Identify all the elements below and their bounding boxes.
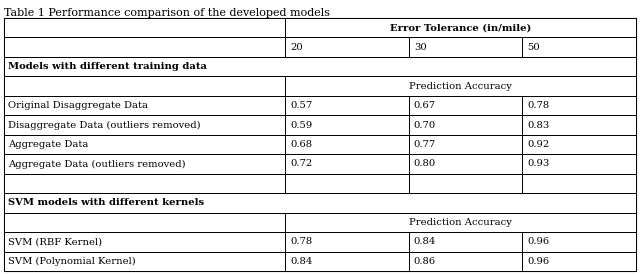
Text: Models with different training data: Models with different training data bbox=[8, 62, 207, 71]
Bar bbox=[4, 57, 636, 76]
Bar bbox=[4, 174, 285, 193]
Text: Table 1 Performance comparison of the developed models: Table 1 Performance comparison of the de… bbox=[4, 8, 330, 18]
Text: 0.80: 0.80 bbox=[414, 159, 436, 169]
Bar bbox=[409, 96, 522, 115]
Text: 0.84: 0.84 bbox=[414, 237, 436, 246]
Bar bbox=[285, 252, 409, 271]
Text: 0.96: 0.96 bbox=[527, 257, 550, 266]
Text: Prediction Accuracy: Prediction Accuracy bbox=[409, 82, 512, 91]
Text: 0.86: 0.86 bbox=[414, 257, 436, 266]
Bar bbox=[522, 154, 636, 174]
Bar bbox=[4, 154, 285, 174]
Text: SVM (RBF Kernel): SVM (RBF Kernel) bbox=[8, 237, 102, 246]
Bar bbox=[409, 154, 522, 174]
Bar bbox=[409, 135, 522, 154]
Bar bbox=[285, 115, 409, 135]
Text: 20: 20 bbox=[290, 43, 303, 52]
Bar bbox=[409, 252, 522, 271]
Bar bbox=[285, 96, 409, 115]
Bar bbox=[4, 193, 636, 213]
Bar bbox=[285, 18, 636, 38]
Bar bbox=[4, 76, 285, 96]
Bar bbox=[522, 252, 636, 271]
Text: 0.78: 0.78 bbox=[527, 101, 550, 110]
Text: 0.78: 0.78 bbox=[290, 237, 312, 246]
Bar bbox=[285, 76, 636, 96]
Bar bbox=[409, 38, 522, 57]
Bar bbox=[4, 232, 285, 252]
Bar bbox=[4, 213, 285, 232]
Bar bbox=[522, 115, 636, 135]
Bar bbox=[285, 174, 409, 193]
Bar bbox=[4, 252, 285, 271]
Bar bbox=[285, 38, 409, 57]
Text: 0.59: 0.59 bbox=[290, 121, 312, 130]
Bar bbox=[409, 115, 522, 135]
Text: SVM models with different kernels: SVM models with different kernels bbox=[8, 198, 204, 207]
Text: SVM (Polynomial Kernel): SVM (Polynomial Kernel) bbox=[8, 257, 136, 266]
Bar bbox=[522, 174, 636, 193]
Bar bbox=[285, 154, 409, 174]
Bar bbox=[522, 38, 636, 57]
Bar bbox=[522, 232, 636, 252]
Bar bbox=[522, 96, 636, 115]
Text: 0.72: 0.72 bbox=[290, 159, 312, 169]
Bar bbox=[522, 135, 636, 154]
Text: 0.92: 0.92 bbox=[527, 140, 550, 149]
Text: Prediction Accuracy: Prediction Accuracy bbox=[409, 218, 512, 227]
Text: Original Disaggregate Data: Original Disaggregate Data bbox=[8, 101, 148, 110]
Text: 30: 30 bbox=[414, 43, 427, 52]
Bar bbox=[4, 18, 285, 38]
Bar bbox=[409, 174, 522, 193]
Bar bbox=[285, 135, 409, 154]
Text: 0.68: 0.68 bbox=[290, 140, 312, 149]
Text: Error Tolerance (in/mile): Error Tolerance (in/mile) bbox=[390, 23, 531, 32]
Bar bbox=[4, 38, 285, 57]
Bar bbox=[4, 96, 285, 115]
Text: 0.84: 0.84 bbox=[290, 257, 312, 266]
Bar bbox=[4, 135, 285, 154]
Bar bbox=[285, 213, 636, 232]
Text: Disaggregate Data (outliers removed): Disaggregate Data (outliers removed) bbox=[8, 121, 200, 130]
Text: Aggregate Data (outliers removed): Aggregate Data (outliers removed) bbox=[8, 159, 186, 169]
Bar bbox=[409, 232, 522, 252]
Text: 0.70: 0.70 bbox=[414, 121, 436, 130]
Text: 0.96: 0.96 bbox=[527, 237, 550, 246]
Text: 50: 50 bbox=[527, 43, 540, 52]
Text: 0.67: 0.67 bbox=[414, 101, 436, 110]
Text: 0.77: 0.77 bbox=[414, 140, 436, 149]
Text: Aggregate Data: Aggregate Data bbox=[8, 140, 88, 149]
Text: 0.83: 0.83 bbox=[527, 121, 550, 130]
Text: 0.93: 0.93 bbox=[527, 159, 550, 169]
Bar bbox=[285, 232, 409, 252]
Bar bbox=[4, 115, 285, 135]
Text: 0.57: 0.57 bbox=[290, 101, 312, 110]
